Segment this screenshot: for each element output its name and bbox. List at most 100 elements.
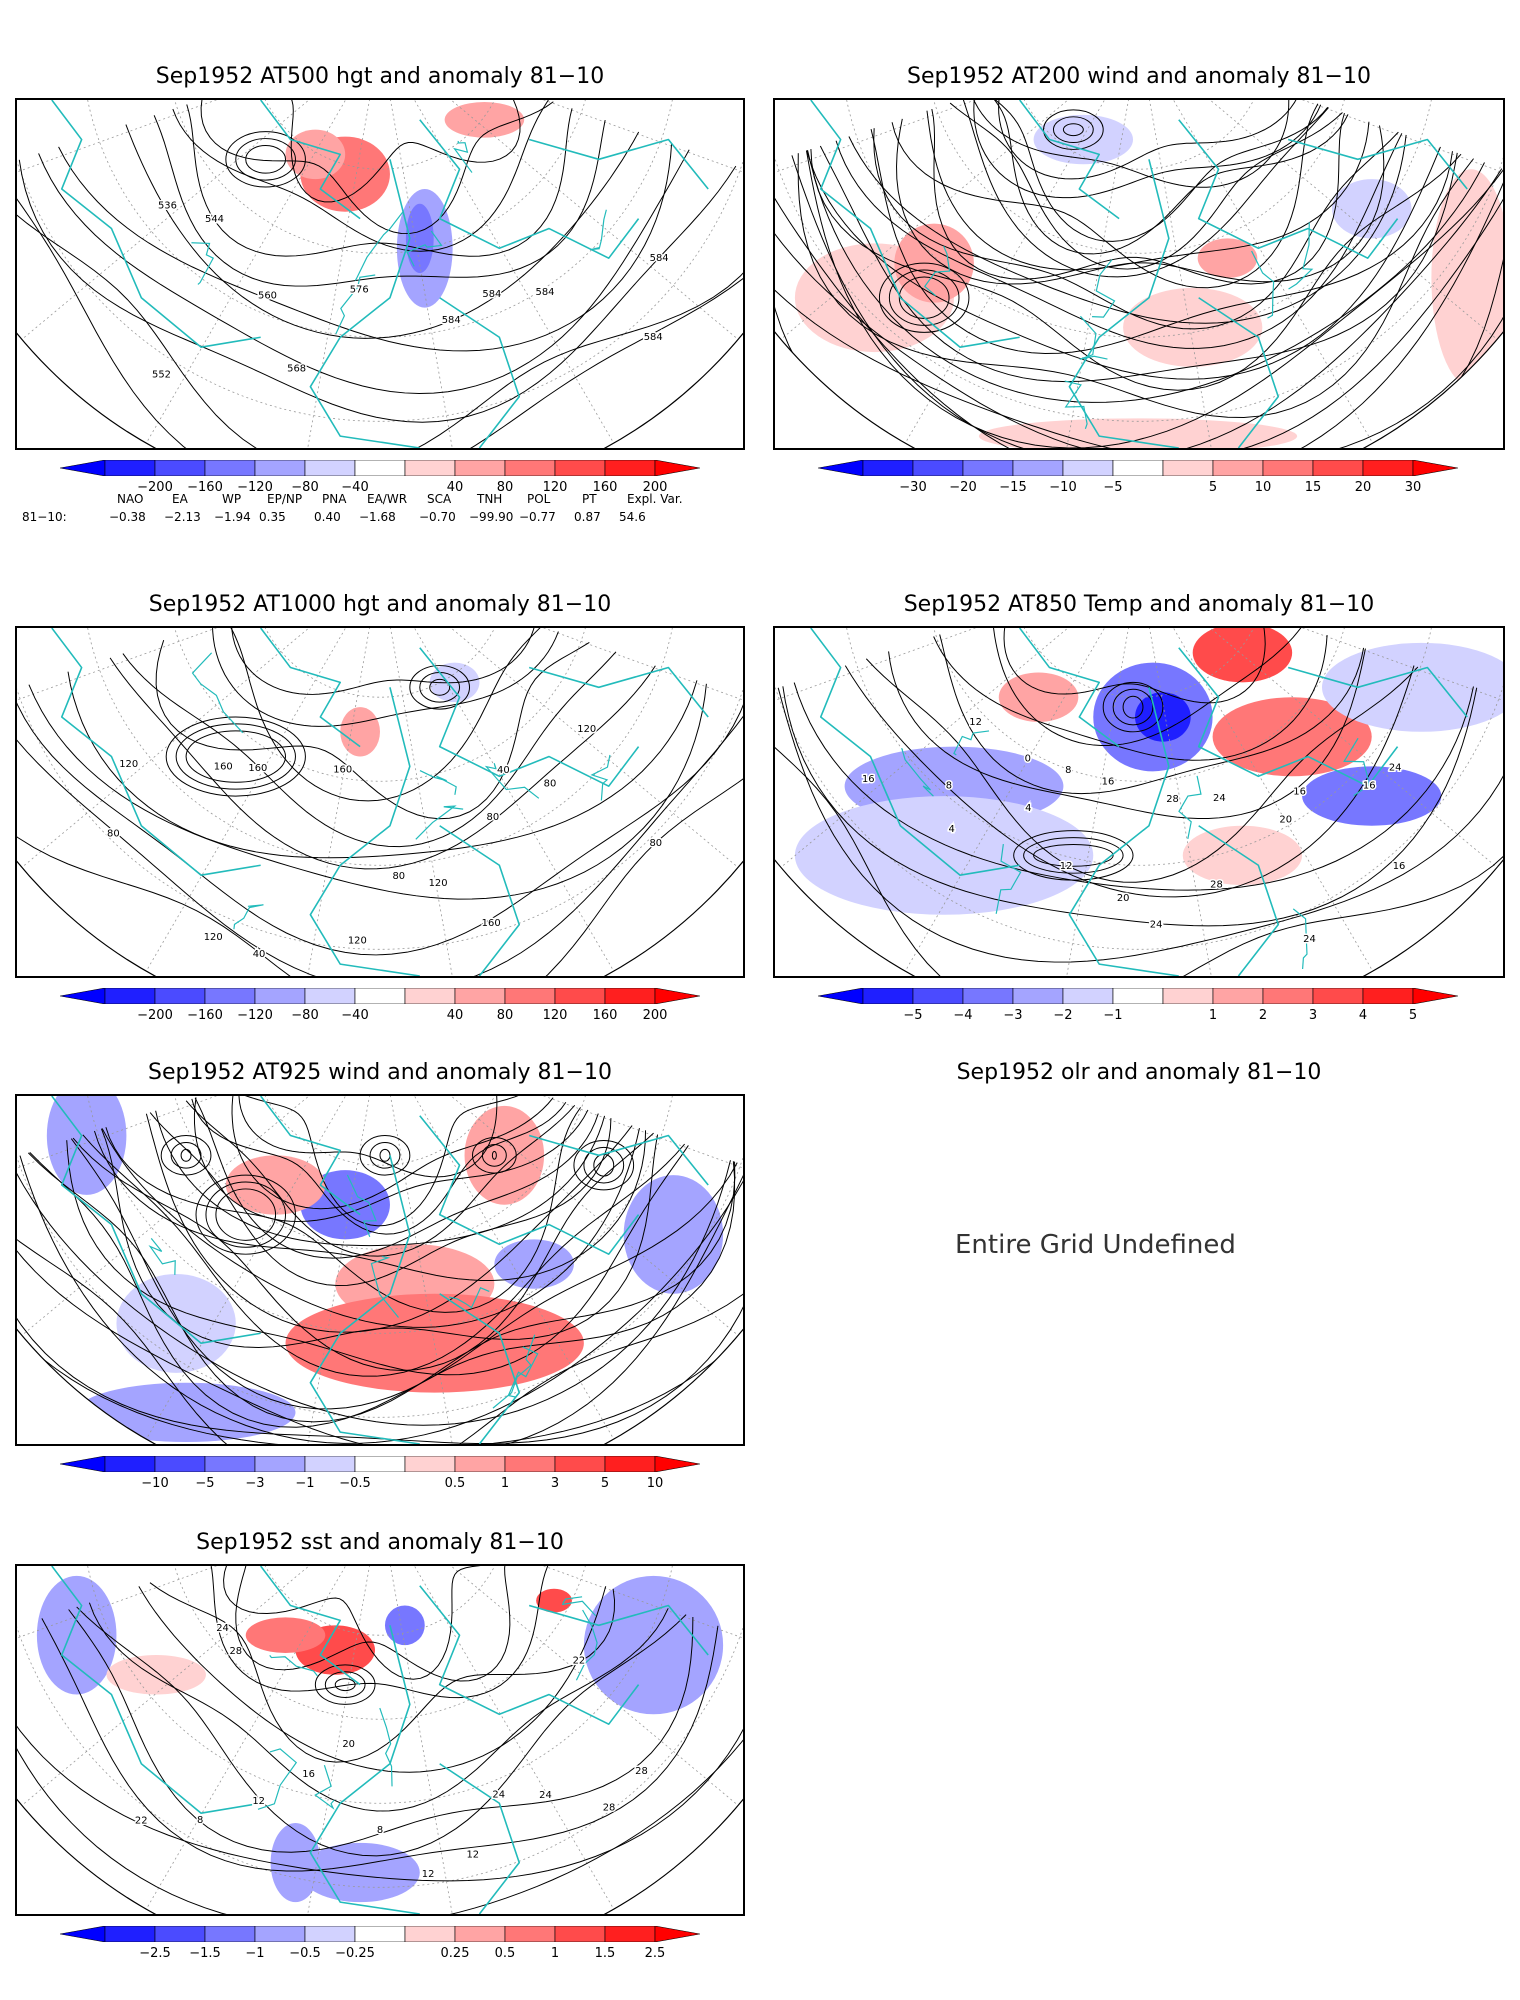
anomaly-shading xyxy=(464,1105,545,1205)
colorbar-swatch xyxy=(254,988,306,1004)
map-at200 xyxy=(773,98,1505,450)
contour-cell xyxy=(175,723,296,790)
teleconnection-value: −1.68 xyxy=(359,510,396,524)
streamline xyxy=(819,145,1458,383)
colorbar-swatch xyxy=(962,460,1014,476)
contour-label: 80 xyxy=(649,838,662,849)
panel-title-olr: Sep1952 olr and anomaly 81−10 xyxy=(956,1060,1322,1085)
colorbar-tick-label: −120 xyxy=(237,1008,273,1023)
contour-cell xyxy=(215,1188,277,1241)
contour-label: 544 xyxy=(205,214,224,225)
contour-cell xyxy=(1062,123,1084,137)
anomaly-shading xyxy=(340,707,380,757)
contour-line xyxy=(258,100,521,203)
contour-label: 120 xyxy=(577,724,596,735)
longitude-line xyxy=(21,1566,381,1806)
contour-label: 552 xyxy=(152,370,171,381)
colorbar-swatch xyxy=(404,1926,456,1942)
country-border xyxy=(148,1237,176,1275)
streamline xyxy=(17,1158,731,1426)
anomaly-shading xyxy=(106,1654,206,1695)
streamline xyxy=(226,1096,532,1227)
country-border xyxy=(575,1609,598,1681)
colorbar-swatches xyxy=(818,460,1458,476)
colorbar-arrow-low xyxy=(818,460,864,476)
longitude-line xyxy=(298,1096,381,1444)
contour-label: 20 xyxy=(1279,815,1292,826)
colorbar-tick-labels: −30 −20 −15 −10 −5 5 10 15 20 30 xyxy=(818,480,1458,500)
contour-cell xyxy=(225,131,306,188)
colorbar-tick-label: 1 xyxy=(1208,1008,1218,1023)
contour-cell xyxy=(471,1137,517,1174)
colorbar-tick-label: 10 xyxy=(1254,480,1272,495)
colorbar-tick-label: −80 xyxy=(291,480,319,495)
country-border xyxy=(354,210,404,281)
anomaly-shading xyxy=(46,1096,127,1195)
colorbar-arrow-high xyxy=(1412,460,1458,476)
colorbar-swatch xyxy=(354,988,406,1004)
streamline xyxy=(973,100,1322,199)
latitude-line xyxy=(81,628,679,866)
coastline xyxy=(439,825,521,976)
coastline xyxy=(1287,138,1468,190)
colorbar-tick-label: 40 xyxy=(446,480,464,495)
colorbar-at850: −5 −4 −3 −2 −1 1 2 3 4 5 xyxy=(818,988,1458,1030)
colorbar-tick-label: −4 xyxy=(953,1008,973,1023)
country-border xyxy=(1064,380,1088,430)
coastline xyxy=(528,666,709,718)
contour-label: 584 xyxy=(650,253,669,264)
country-border xyxy=(233,904,264,930)
longitude-line xyxy=(379,628,462,976)
panel-title-at925: Sep1952 AT925 wind and anomaly 81−10 xyxy=(148,1060,612,1085)
colorbar-swatch xyxy=(304,1456,356,1472)
coastline xyxy=(419,119,640,259)
anomaly-shading xyxy=(494,1239,574,1289)
colorbar-swatch xyxy=(154,460,206,476)
longitude-line xyxy=(904,100,1140,444)
streamline xyxy=(775,184,1503,448)
colorbar-tick-label: −0.25 xyxy=(335,1946,375,1961)
contour-label: 20 xyxy=(1117,893,1130,904)
coastline xyxy=(51,628,261,876)
longitude-line xyxy=(298,100,381,448)
contour-cell xyxy=(1112,688,1154,726)
contour-line xyxy=(939,634,1365,795)
contour-line xyxy=(17,1639,743,1914)
contour-cell xyxy=(160,1135,212,1176)
latitude-line xyxy=(165,628,595,782)
streamline xyxy=(949,102,1343,270)
colorbar-tick-label: −1.5 xyxy=(189,1946,221,1961)
anomaly-shading xyxy=(1321,642,1503,732)
colorbar-swatches xyxy=(60,1456,700,1472)
longitude-line xyxy=(379,1566,462,1914)
country-border xyxy=(995,843,1022,914)
contour-cell xyxy=(235,138,296,181)
colorbar-swatch xyxy=(104,1926,156,1942)
streamline xyxy=(931,109,1345,285)
country-border xyxy=(484,762,540,799)
colorbar-tick-label: 15 xyxy=(1304,480,1322,495)
colorbar-swatch xyxy=(504,1456,556,1472)
colorbar-swatch xyxy=(254,1926,306,1942)
contour-cell xyxy=(369,1141,401,1169)
coastline xyxy=(810,100,1020,348)
contour-cell xyxy=(379,1148,391,1162)
longitude-line xyxy=(145,1566,381,1910)
contour-cell xyxy=(1023,837,1124,874)
contour-line xyxy=(76,1606,687,1857)
colorbar-swatch xyxy=(454,988,506,1004)
contour-label: 28 xyxy=(1210,880,1223,891)
colorbar-tick-label: −2 xyxy=(1053,1008,1073,1023)
contour-label: 12 xyxy=(466,1850,479,1861)
longitude-line xyxy=(1138,628,1374,972)
contour-line xyxy=(153,115,606,287)
anomaly-shading xyxy=(1331,179,1412,239)
contour-line xyxy=(17,698,743,976)
contour-label: 584 xyxy=(644,332,663,343)
contour-cell xyxy=(1043,109,1104,150)
contour-label: 536 xyxy=(158,200,177,211)
colorbar-swatch xyxy=(304,988,356,1004)
teleconnection-header: POL xyxy=(527,492,551,506)
country-border xyxy=(1292,908,1308,970)
streamline xyxy=(19,1155,743,1444)
